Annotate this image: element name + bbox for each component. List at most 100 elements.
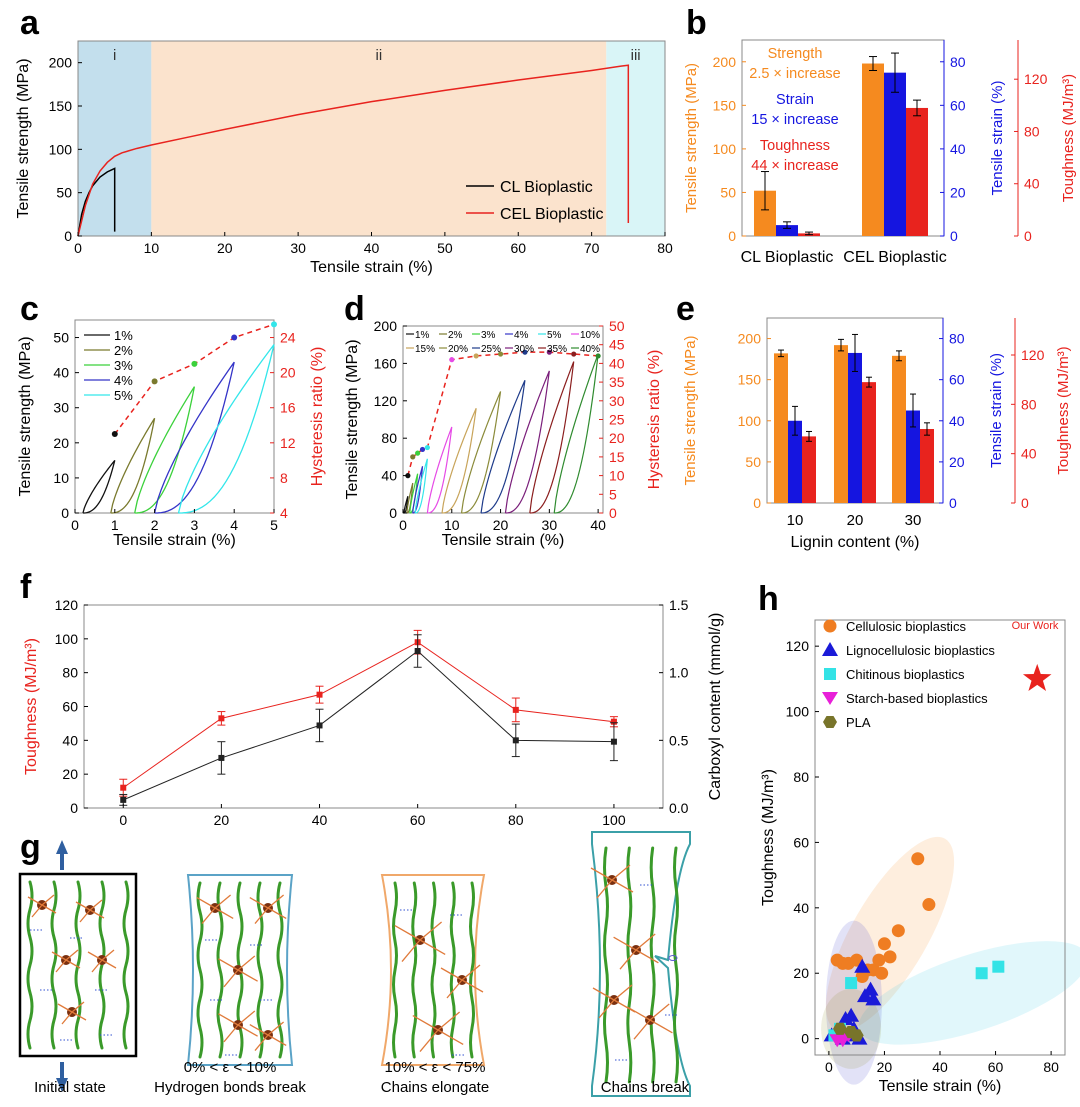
x-tick-label: 3 bbox=[191, 517, 199, 533]
lignin-arm bbox=[419, 921, 443, 941]
y-mid-tick-label: 60 bbox=[949, 372, 965, 388]
lignin-arm bbox=[267, 894, 285, 909]
bar bbox=[774, 353, 788, 503]
cellulose-chain bbox=[411, 881, 418, 1059]
x-tick-label: 60 bbox=[988, 1059, 1004, 1075]
y-right-tick-label: 120 bbox=[1024, 71, 1048, 87]
lignin-arm bbox=[91, 959, 103, 973]
stage-caption-initial: Initial state bbox=[10, 1078, 130, 1098]
hysteresis-point bbox=[151, 378, 158, 385]
cycle-loop bbox=[177, 344, 275, 514]
y-tick-label: 40 bbox=[53, 365, 69, 381]
cellulose-chain bbox=[216, 881, 224, 1059]
y-right-tick-label: 40 bbox=[609, 355, 625, 371]
lignin-arm bbox=[237, 1010, 256, 1026]
x-tick-label: 40 bbox=[312, 812, 328, 828]
cycle-loop bbox=[426, 426, 453, 514]
category-label: CEL Bioplastic bbox=[843, 249, 946, 266]
x-axis-label: Tensile strain (%) bbox=[442, 532, 565, 549]
lignin-arm bbox=[635, 933, 656, 951]
lignin-arm bbox=[41, 904, 57, 914]
legend-label: 5% bbox=[547, 330, 562, 341]
lignin-arm bbox=[101, 959, 117, 969]
chart-e: 0 50 100 150 200 0 20 40 60 80 0 40 80 120 10 20 30 Ligni… bbox=[682, 317, 1072, 551]
legend-label: 30% bbox=[514, 344, 534, 355]
legend-label: 35% bbox=[547, 344, 567, 355]
y-mid-tick-label: 80 bbox=[949, 331, 965, 347]
y-mid-tick-label: 0 bbox=[949, 495, 957, 511]
lignin-arm bbox=[611, 864, 631, 881]
deformation-diagram bbox=[18, 831, 691, 1097]
cellulose-chain bbox=[673, 846, 679, 1084]
hysteresis-point bbox=[231, 334, 238, 341]
x-tick-label: 80 bbox=[1043, 1059, 1059, 1075]
x-axis-label: Time (min) bbox=[336, 829, 412, 830]
x-tick-label: 0 bbox=[119, 812, 127, 828]
cellulose-chain bbox=[196, 881, 204, 1059]
x-tick-label: 5 bbox=[270, 517, 278, 533]
cellulose-chain bbox=[449, 881, 456, 1059]
crack-icon bbox=[668, 955, 678, 961]
cluster-ellipse bbox=[825, 836, 955, 1032]
stage-caption-elongate: 10% < ε < 75% Chains elongate bbox=[350, 1058, 520, 1099]
lignin-arm bbox=[461, 964, 481, 981]
y-right-label: Carboxyl content (mmol/g) bbox=[707, 613, 724, 801]
y-right-tick-label: 0 bbox=[609, 505, 617, 521]
arrow-up-icon bbox=[56, 840, 68, 870]
lignin-arm bbox=[635, 949, 659, 964]
marker-hexagon bbox=[849, 1029, 864, 1042]
marker-circle bbox=[911, 852, 925, 866]
x-tick-label: 0 bbox=[74, 240, 82, 256]
lignin-arm bbox=[267, 907, 287, 919]
y-left-tick-label: 50 bbox=[745, 454, 761, 470]
y-tick-label: 40 bbox=[793, 900, 809, 916]
stage-text: Chains elongate bbox=[380, 1079, 490, 1097]
x-tick-label: 0 bbox=[399, 517, 407, 533]
annotation-text: 2.5 × increase bbox=[749, 66, 841, 82]
lignin-arm bbox=[619, 949, 637, 970]
marker-hexagon bbox=[823, 715, 837, 729]
lignin-arm bbox=[41, 894, 55, 906]
marker-star bbox=[1022, 663, 1052, 692]
cellulose-chain bbox=[26, 880, 34, 1050]
data-point bbox=[316, 691, 323, 698]
y-left-tick-label: 200 bbox=[738, 331, 762, 347]
marker-square bbox=[824, 668, 836, 680]
y-left-tick-label: 100 bbox=[713, 141, 737, 157]
lignin-arm bbox=[75, 901, 91, 911]
stage-caption-break: Chains break bbox=[570, 1078, 720, 1098]
lignin-arm bbox=[218, 958, 239, 971]
series-line-0 bbox=[122, 641, 614, 789]
data-point bbox=[218, 715, 225, 722]
category-label: 20 bbox=[847, 512, 864, 529]
data-point bbox=[414, 648, 421, 655]
annotation-text: Strength bbox=[768, 46, 823, 62]
y-left-tick-label: 50 bbox=[720, 184, 736, 200]
cellulose-chain bbox=[256, 881, 264, 1059]
hysteresis-point bbox=[415, 450, 421, 456]
x-axis-label: Tensile strain (%) bbox=[879, 1078, 1002, 1095]
marker-hexagon bbox=[833, 1022, 847, 1035]
hysteresis-point bbox=[410, 454, 416, 460]
y-axis-label: Tensile strength (MPa) bbox=[17, 336, 34, 496]
panel-label-h: h bbox=[758, 580, 779, 618]
category-label: 30 bbox=[905, 512, 922, 529]
y-left-label: Toughness (MJ/m³) bbox=[23, 638, 40, 775]
marker-circle bbox=[922, 898, 936, 912]
hysteresis-point bbox=[546, 349, 552, 355]
cycle-loop bbox=[460, 391, 502, 514]
marker-down-triangle bbox=[822, 692, 838, 705]
stage-text: Initial state bbox=[34, 1079, 106, 1096]
lignin-arm bbox=[437, 1029, 464, 1045]
marker-triangle bbox=[862, 981, 879, 996]
y-right-tick-label: 12 bbox=[280, 435, 296, 451]
y-right-label: Toughness (MJ/m³) bbox=[1055, 346, 1072, 474]
y-tick-label: 20 bbox=[793, 965, 809, 981]
y-left-tick-label: 80 bbox=[62, 665, 78, 681]
annotation-our-work: Our Work bbox=[1012, 620, 1059, 632]
bar bbox=[754, 190, 776, 236]
y-right-tick-label: 80 bbox=[1021, 396, 1037, 412]
y-tick-label: 20 bbox=[53, 435, 69, 451]
lignin-arm bbox=[611, 879, 634, 893]
